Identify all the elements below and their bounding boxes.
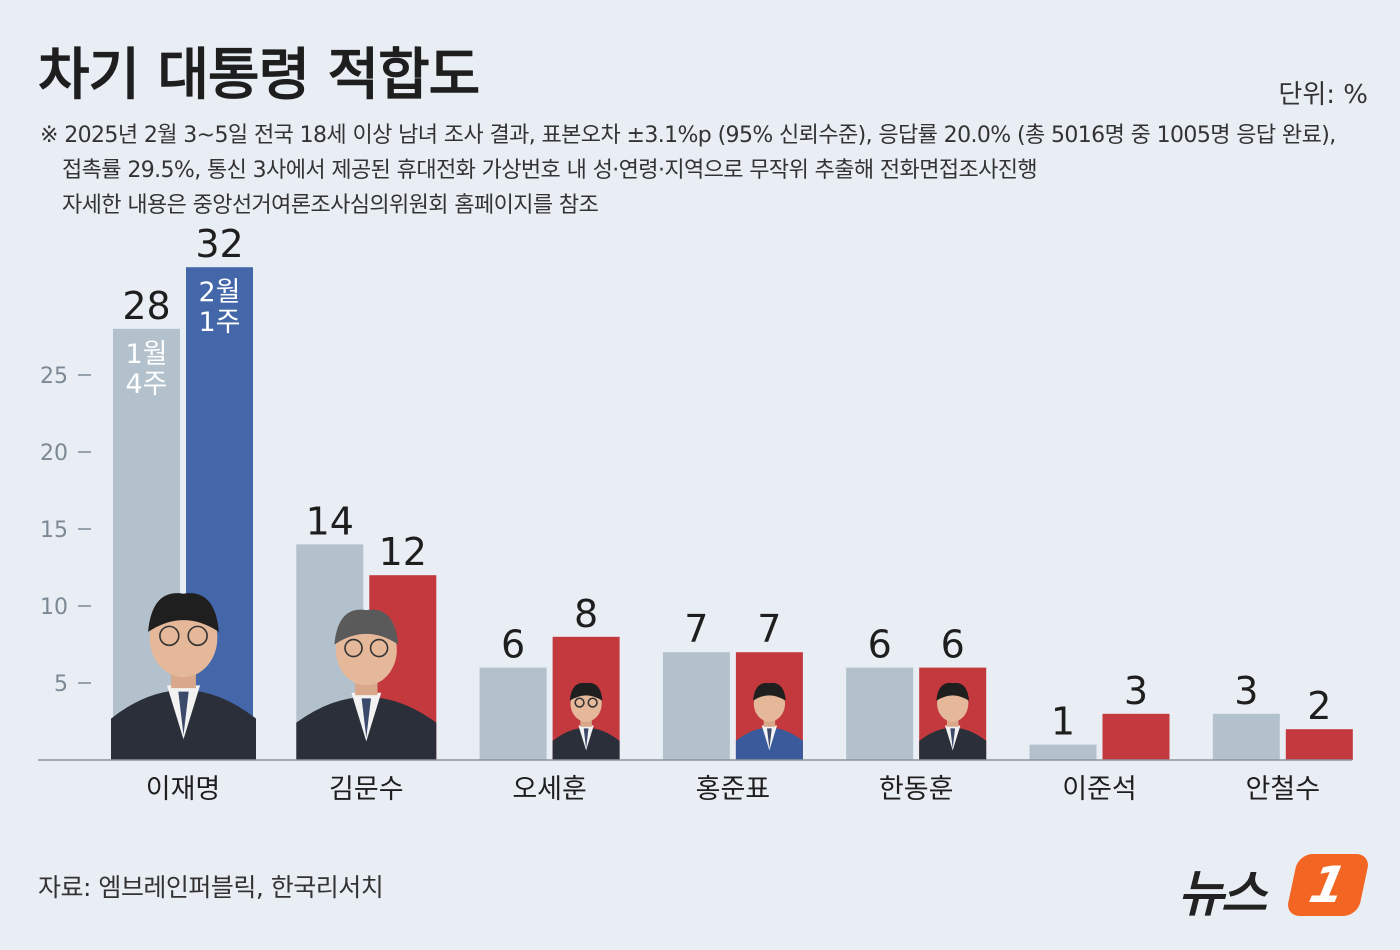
logo-badge: 1 xyxy=(1285,854,1371,916)
bar-prev-5 xyxy=(846,667,914,760)
y-tick-label: 10 xyxy=(40,595,68,620)
bar-prev-4 xyxy=(662,652,730,760)
data-label-prev: 6 xyxy=(501,623,525,667)
data-label-curr: 12 xyxy=(379,530,427,574)
data-label-curr: 8 xyxy=(574,592,598,636)
data-label-curr: 3 xyxy=(1124,669,1148,713)
bar-curr-1 xyxy=(186,267,253,760)
unit-label: 단위: % xyxy=(1278,80,1368,110)
survey-note-line-3: 자세한 내용은 중앙선거여론조사심의위원회 홈페이지를 참조 xyxy=(62,193,599,218)
survey-note-line-2: 접촉률 29.5%, 통신 3사에서 제공된 휴대전화 가상번호 내 성·연령·… xyxy=(62,158,1038,183)
category-label: 이재명 xyxy=(146,774,221,805)
data-label-prev: 7 xyxy=(684,607,708,651)
category-label: 한동훈 xyxy=(879,774,954,805)
category-label: 오세훈 xyxy=(512,774,587,805)
candidate-photo xyxy=(552,682,620,760)
category-label: 김문수 xyxy=(329,774,404,805)
data-label-prev: 28 xyxy=(122,284,170,328)
news1-logo: 뉴스 1 xyxy=(1178,848,1371,923)
candidate-photo xyxy=(735,682,803,760)
series-label-curr-line1: 2월 xyxy=(198,277,240,308)
data-label-prev: 14 xyxy=(306,499,354,543)
y-tick-label: 25 xyxy=(40,364,68,389)
y-tick-label: 5 xyxy=(54,672,68,697)
chart-title: 차기 대통령 적합도 xyxy=(38,43,480,108)
data-label-prev: 6 xyxy=(868,623,892,667)
data-label-prev: 3 xyxy=(1234,669,1258,713)
survey-note: ※ 2025년 2월 3~5일 전국 18세 이상 남녀 조사 결과, 표본오차… xyxy=(40,118,1380,223)
candidate-photo xyxy=(296,609,437,760)
data-label-curr: 7 xyxy=(757,607,781,651)
category-label: 홍준표 xyxy=(696,774,771,805)
bar-prev-3 xyxy=(479,667,547,760)
survey-note-line-1: ※ 2025년 2월 3~5일 전국 18세 이상 남녀 조사 결과, 표본오차… xyxy=(40,123,1336,148)
y-tick-label: 20 xyxy=(40,441,68,466)
logo-badge-text: 1 xyxy=(1304,856,1352,914)
candidate-photo xyxy=(919,682,987,760)
category-label: 안철수 xyxy=(1246,774,1321,805)
data-label-prev: 1 xyxy=(1051,700,1075,744)
category-label: 이준석 xyxy=(1062,774,1137,805)
bar-curr-7 xyxy=(1285,729,1353,760)
data-label-curr: 2 xyxy=(1307,684,1331,728)
series-label-curr-line2: 1주 xyxy=(198,307,240,338)
y-tick-label: 15 xyxy=(40,518,68,543)
series-label-prev-line1: 1월 xyxy=(125,339,167,370)
candidate-photo xyxy=(111,593,256,760)
logo-text: 뉴스 xyxy=(1178,865,1267,923)
bar-prev-7 xyxy=(1212,713,1280,760)
series-label-prev-line2: 4주 xyxy=(125,369,167,400)
bar-prev-6 xyxy=(1029,744,1097,760)
data-label-curr: 6 xyxy=(941,623,965,667)
data-label-curr: 32 xyxy=(195,222,243,266)
source-label: 자료: 엠브레인퍼블릭, 한국리서치 xyxy=(38,873,384,902)
bar-curr-6 xyxy=(1102,713,1170,760)
